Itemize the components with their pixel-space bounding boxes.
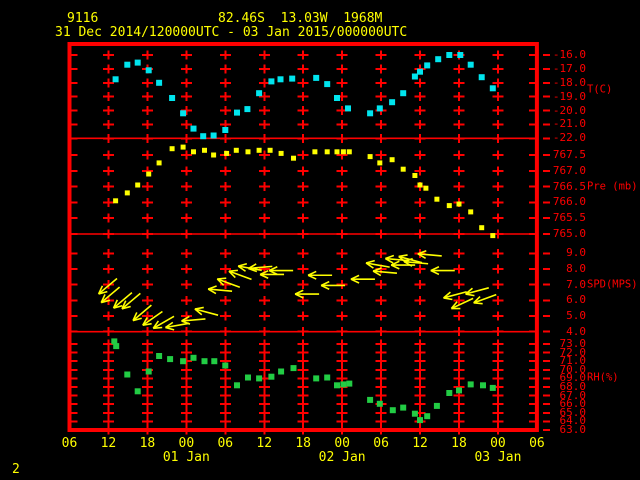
y-tick-label-relative_humidity: 68.0 <box>559 380 587 393</box>
y-tick-label-relative_humidity: 65.0 <box>559 405 587 419</box>
x-hour-label: 06 <box>61 436 78 451</box>
x-hour-label: 00 <box>334 436 350 451</box>
y-tick-label-relative_humidity: 66.0 <box>559 397 587 411</box>
x-hour-label: 00 <box>178 436 195 451</box>
y-tick-label-temperature: -20.0 <box>552 103 586 117</box>
x-hour-label: 18 <box>451 436 467 451</box>
x-date-label: 02 Jan <box>318 450 366 465</box>
y-tick-label-wind_speed: 9.0 <box>566 246 586 260</box>
station-id: 9116 <box>67 11 99 26</box>
plot-frame <box>67 42 539 432</box>
x-hour-label: 12 <box>100 436 117 451</box>
x-hour-label: 00 <box>490 436 506 451</box>
x-hour-label: 12 <box>412 436 428 451</box>
axis-unit-wind_speed: SPD(MPS) <box>587 278 638 291</box>
y-tick-label-relative_humidity: 69.0 <box>559 371 587 385</box>
axis-ticks <box>71 54 550 431</box>
time-range: 31 Dec 2014/120000UTC - 03 Jan 2015/0000… <box>55 25 408 40</box>
y-tick-label-temperature: -21.0 <box>552 117 586 131</box>
relative_humidity-series <box>111 338 496 424</box>
y-tick-label-wind_speed: 6.0 <box>566 293 586 307</box>
y-tick-label-wind_speed: 7.0 <box>566 277 586 291</box>
panel-separators <box>69 137 537 333</box>
y-tick-label-wind_speed: 5.0 <box>566 309 586 323</box>
y-tick-label-pressure: 766.5 <box>552 179 586 193</box>
temperature-series <box>112 52 496 140</box>
y-tick-label-temperature: -22.0 <box>552 131 586 145</box>
y-tick-label-temperature: -16.0 <box>552 48 586 61</box>
axis-unit-pressure: Pre (mb) <box>587 180 638 193</box>
x-hour-label: 12 <box>256 436 273 451</box>
y-tick-label-relative_humidity: 71.0 <box>559 354 587 368</box>
x-date-label: 03 Jan <box>474 450 522 465</box>
x-date-label: 01 Jan <box>162 450 210 465</box>
axis-unit-relative_humidity: RH(%) <box>587 371 619 384</box>
y-tick-label-relative_humidity: 64.0 <box>559 414 587 428</box>
y-tick-label-pressure: 767.5 <box>552 148 586 161</box>
y-tick-label-relative_humidity: 63.0 <box>559 423 587 436</box>
y-tick-label-relative_humidity: 67.0 <box>559 388 587 402</box>
y-tick-label-pressure: 766.0 <box>552 195 586 209</box>
y-tick-label-pressure: 765.0 <box>552 227 586 240</box>
x-hour-label: 06 <box>217 436 234 451</box>
page-indicator: 2 <box>12 462 20 477</box>
grid-plus-marks <box>102 50 504 435</box>
y-tick-label-pressure: 765.5 <box>552 211 586 225</box>
pressure-series <box>113 144 496 239</box>
y-tick-label-temperature: -17.0 <box>552 61 586 75</box>
x-hour-label: 06 <box>373 436 389 451</box>
x-hour-label: 18 <box>139 436 156 451</box>
x-hour-label: 18 <box>295 436 312 451</box>
y-tick-label-wind_speed: 4.0 <box>566 324 586 338</box>
y-tick-label-pressure: 767.0 <box>552 163 586 177</box>
y-tick-label-wind_speed: 8.0 <box>566 261 586 275</box>
axis-unit-temperature: T(C) <box>587 83 613 96</box>
y-tick-label-temperature: -19.0 <box>552 89 586 103</box>
y-tick-label-relative_humidity: 73.0 <box>559 337 587 350</box>
y-tick-label-relative_humidity: 72.0 <box>559 345 587 359</box>
x-hour-label: 06 <box>529 436 545 451</box>
y-tick-label-relative_humidity: 70.0 <box>559 362 587 376</box>
y-tick-label-temperature: -18.0 <box>552 75 586 89</box>
station-location: 82.46S 13.03W 1968M <box>218 11 383 26</box>
wind-vector-arrows <box>97 249 497 331</box>
